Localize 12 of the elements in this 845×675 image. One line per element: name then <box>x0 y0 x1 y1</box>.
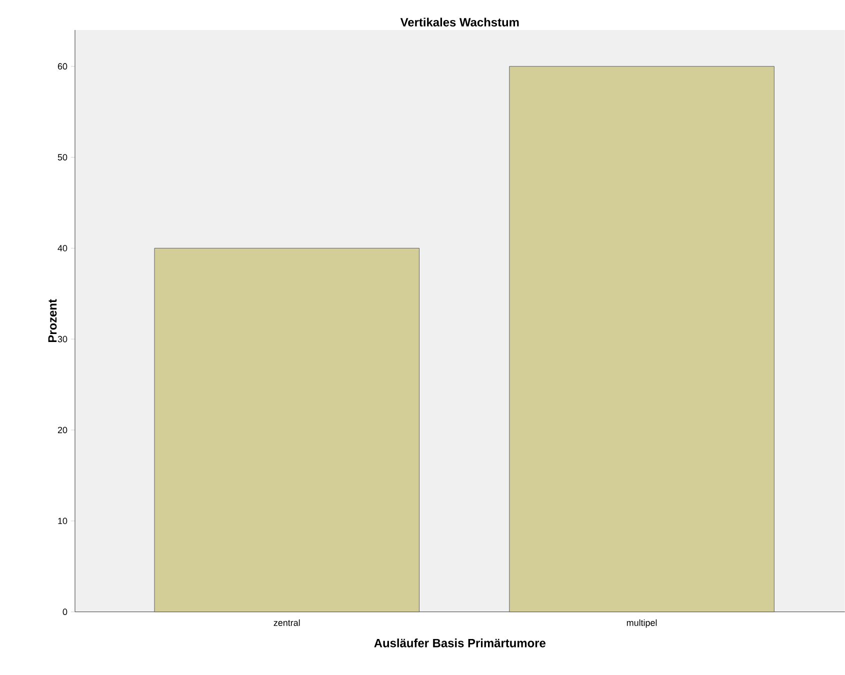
y-tick-label: 20 <box>58 426 68 434</box>
y-tick-label: 0 <box>62 608 68 616</box>
chart-title: Vertikales Wachstum <box>400 18 519 27</box>
y-tick-label: 40 <box>58 245 68 252</box>
y-tick-label: 30 <box>58 336 68 342</box>
y-axis-title: Prozent <box>48 299 57 342</box>
x-tick-label: zentral <box>274 619 300 626</box>
y-tick-label: 10 <box>58 518 68 524</box>
y-tick-label: 60 <box>58 63 68 70</box>
y-tick-label: 50 <box>58 154 68 161</box>
x-axis-title: Ausläufer Basis Primärtumore <box>374 638 546 648</box>
x-tick-label: multipel <box>626 619 657 628</box>
